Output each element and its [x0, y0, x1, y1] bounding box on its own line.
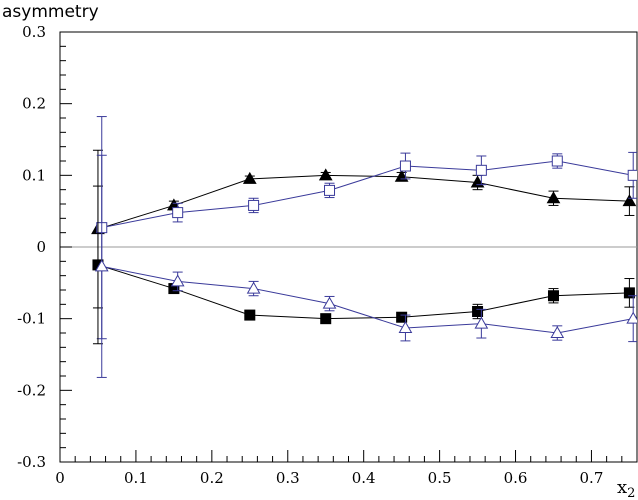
data-point	[546, 191, 561, 204]
x-tick-label: 0.4	[352, 469, 376, 487]
y-tick-label: -0.3	[17, 453, 46, 471]
data-point	[550, 325, 565, 338]
data-point	[94, 259, 109, 272]
x-tick-label: 0.1	[124, 469, 148, 487]
y-tick-label: 0.1	[22, 166, 46, 184]
y-tick-label: 0.3	[22, 23, 46, 41]
data-point	[551, 155, 563, 167]
series-line	[97, 264, 630, 320]
x-tick-label: 0.5	[428, 469, 452, 487]
y-tick-label: -0.1	[17, 310, 46, 328]
data-point	[474, 316, 489, 329]
data-point	[396, 311, 408, 323]
y-tick-label: -0.2	[17, 381, 46, 399]
data-point	[242, 171, 257, 184]
x-tick-label: 0	[55, 469, 65, 487]
x-tick-label: 0.6	[504, 469, 528, 487]
data-point	[547, 290, 559, 302]
data-point	[172, 207, 184, 219]
data-point	[622, 194, 637, 207]
y-tick-label: 0	[36, 238, 46, 256]
series-line	[101, 160, 634, 229]
data-point	[472, 306, 484, 317]
y-axis-label: asymmetry	[2, 2, 99, 22]
x-axis-label: x2	[617, 477, 635, 500]
data-point	[170, 274, 185, 287]
data-point	[398, 320, 413, 333]
data-point	[318, 168, 333, 181]
data-point	[623, 287, 635, 299]
data-point	[244, 309, 256, 321]
data-point	[246, 281, 261, 294]
x-tick-label: 0.2	[200, 469, 224, 487]
data-point	[627, 169, 637, 181]
axis-ticks: 0 0.1 0.2 0.3 0.4 0.5 0.6 0.7 -0.3 -0.2 -0.1 0 0.1 0.…	[17, 23, 638, 487]
data-point	[324, 184, 336, 196]
plot-axes	[59, 31, 638, 463]
data-point	[320, 313, 332, 325]
data-point	[626, 311, 637, 324]
data-point	[248, 199, 260, 211]
data-series	[91, 116, 637, 378]
series-line	[97, 174, 630, 230]
x-axis-label-main: x	[617, 477, 627, 498]
x-tick-label: 0.7	[580, 469, 604, 487]
data-point	[322, 296, 337, 309]
x-tick-label: 0.3	[276, 469, 300, 487]
data-point	[475, 164, 487, 176]
data-point	[399, 160, 411, 172]
y-tick-label: 0.2	[22, 95, 46, 113]
series-group	[91, 116, 637, 378]
x-axis-label-subscript: 2	[627, 486, 635, 500]
series-line	[101, 265, 634, 334]
